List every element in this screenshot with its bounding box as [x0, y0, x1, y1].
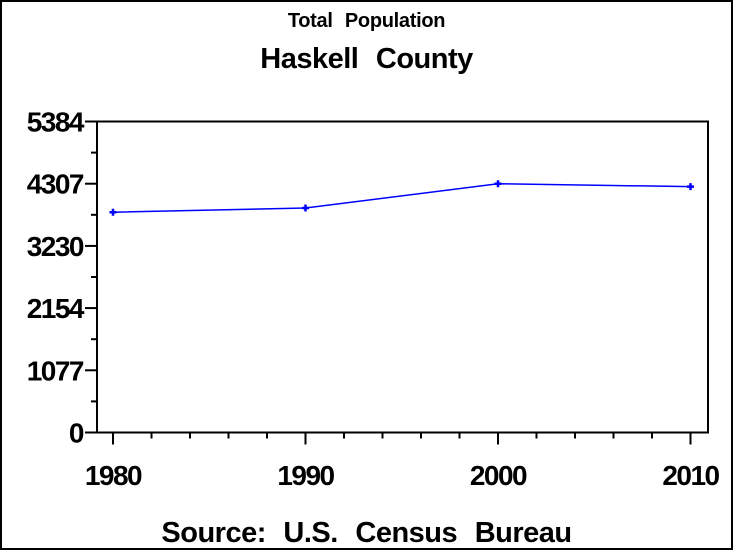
- x-axis-tick-label: 2010: [662, 460, 719, 491]
- source-caption: Source: U.S. Census Bureau: [161, 517, 572, 549]
- y-axis-tick-label: 1077: [27, 355, 84, 386]
- x-axis-tick-label: 2000: [470, 460, 527, 491]
- data-point-marker: [494, 180, 502, 188]
- chart-title: Haskell County: [260, 43, 473, 75]
- chart-subtitle: Total Population: [287, 10, 446, 32]
- x-axis-tick-label: 1990: [277, 460, 334, 491]
- y-axis-tick-label: 4307: [27, 169, 84, 200]
- plot-area-frame: [96, 120, 709, 434]
- y-axis-tick-label: 3230: [27, 231, 84, 262]
- y-axis-tick-label: 2154: [27, 293, 85, 324]
- x-axis-tick-label: 1980: [85, 460, 142, 491]
- y-axis-tick-label: 5384: [27, 107, 85, 138]
- y-axis-tick-label: 0: [69, 418, 84, 449]
- population-line: [112, 182, 691, 213]
- data-point-marker: [302, 204, 309, 212]
- data-point-marker: [109, 208, 117, 216]
- data-point-marker: [687, 183, 694, 191]
